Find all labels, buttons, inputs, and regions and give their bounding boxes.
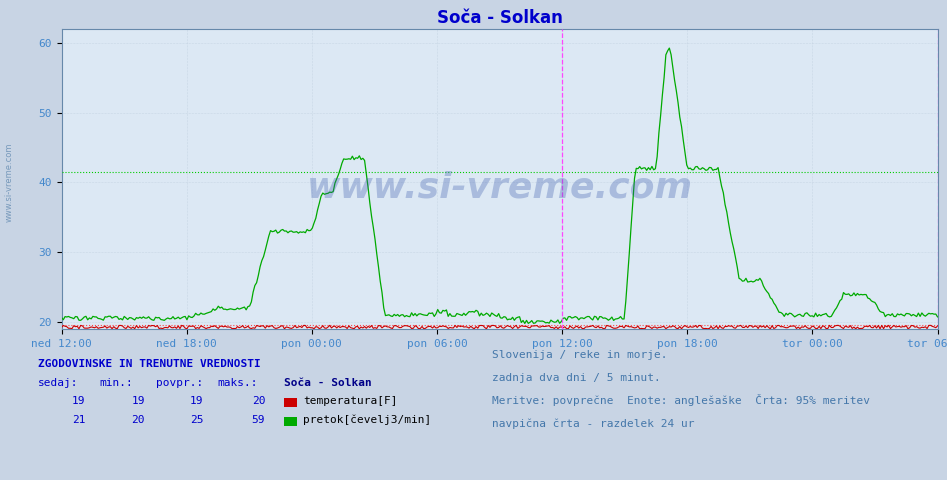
- Text: ZGODOVINSKE IN TRENUTNE VREDNOSTI: ZGODOVINSKE IN TRENUTNE VREDNOSTI: [38, 359, 260, 369]
- Text: 19: 19: [190, 396, 204, 406]
- Title: Soča - Solkan: Soča - Solkan: [437, 9, 563, 27]
- Text: 19: 19: [72, 396, 85, 406]
- Text: sedaj:: sedaj:: [38, 378, 79, 388]
- Text: maks.:: maks.:: [218, 378, 259, 388]
- Text: temperatura[F]: temperatura[F]: [303, 396, 398, 406]
- Text: pretok[čevelj3/min]: pretok[čevelj3/min]: [303, 415, 431, 425]
- Text: www.si-vreme.com: www.si-vreme.com: [307, 171, 692, 205]
- Text: Soča - Solkan: Soča - Solkan: [284, 378, 372, 388]
- Text: 19: 19: [132, 396, 145, 406]
- Text: zadnja dva dni / 5 minut.: zadnja dva dni / 5 minut.: [492, 372, 661, 383]
- Text: min.:: min.:: [99, 378, 134, 388]
- Text: 20: 20: [132, 415, 145, 425]
- Text: www.si-vreme.com: www.si-vreme.com: [5, 143, 14, 222]
- Text: 20: 20: [252, 396, 265, 406]
- Text: Slovenija / reke in morje.: Slovenija / reke in morje.: [492, 349, 668, 360]
- Text: 21: 21: [72, 415, 85, 425]
- Text: 59: 59: [252, 415, 265, 425]
- Text: Meritve: povprečne  Enote: anglešaške  Črta: 95% meritev: Meritve: povprečne Enote: anglešaške Črt…: [492, 394, 870, 406]
- Text: 25: 25: [190, 415, 204, 425]
- Text: navpična črta - razdelek 24 ur: navpična črta - razdelek 24 ur: [492, 418, 695, 429]
- Text: povpr.:: povpr.:: [156, 378, 204, 388]
